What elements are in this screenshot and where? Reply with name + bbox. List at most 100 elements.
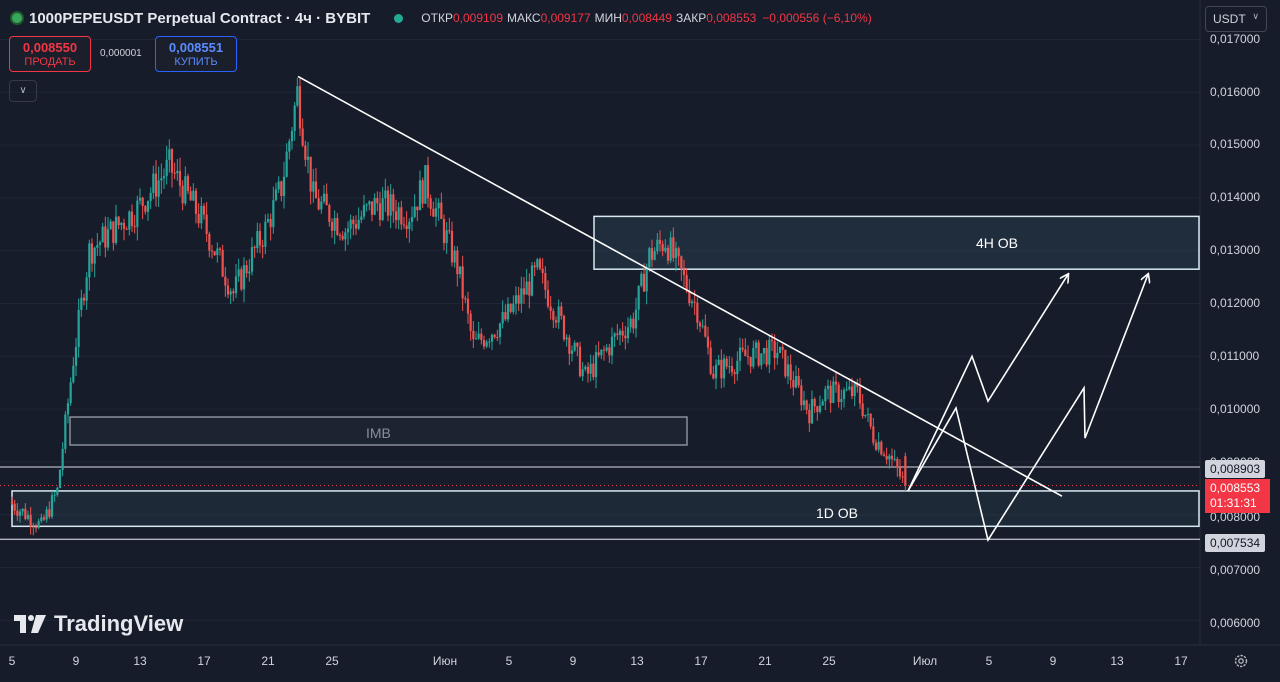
ohlc-open-value: 0,009109: [452, 11, 504, 25]
candle-body: [160, 178, 163, 181]
candle-body: [853, 383, 856, 397]
candle-body: [402, 224, 406, 226]
zone-4h-ob: [593, 215, 1200, 270]
candle-body: [448, 230, 451, 232]
candle-body: [656, 239, 659, 252]
price-tick: 0,010000: [1210, 402, 1261, 416]
candle-body: [778, 346, 782, 353]
candle-body: [648, 248, 651, 268]
candle-body: [568, 337, 571, 354]
bar-countdown: 01:31:31: [1210, 496, 1257, 510]
candle-body: [301, 128, 304, 146]
candle-body: [117, 216, 120, 226]
candle-body: [205, 214, 208, 234]
tradingview-brand: TradingView: [54, 611, 184, 636]
candle-body: [450, 230, 454, 263]
level-low-tag: 0,007534: [1205, 534, 1266, 552]
candle-body: [650, 248, 654, 260]
candle-body: [472, 330, 475, 340]
candle-body: [309, 156, 312, 192]
candle-body: [712, 373, 715, 379]
candle-body: [762, 348, 766, 354]
chart-header: 1000PEPEUSDT Perpetual Contract · 4ч · B…: [0, 0, 872, 36]
candle-body: [357, 219, 360, 229]
trendline: [297, 75, 1063, 497]
candle-body: [749, 356, 752, 367]
candle-body: [837, 384, 840, 402]
candle-body: [77, 309, 80, 348]
symbol-logo-icon: [10, 11, 24, 25]
candle-body: [512, 303, 515, 312]
candle-body: [520, 288, 523, 304]
candle-body: [216, 248, 219, 256]
candle-body: [829, 385, 832, 403]
candle-body: [421, 180, 424, 204]
candle-body: [400, 207, 403, 225]
candle-body: [432, 208, 435, 217]
candle-body: [578, 346, 582, 377]
candle-body: [296, 86, 299, 106]
candle-body: [168, 149, 171, 160]
price-tick: 0,006000: [1210, 616, 1261, 630]
candle-body: [317, 198, 320, 210]
candle-body: [269, 218, 272, 228]
candle-body: [669, 237, 672, 261]
candle-body: [426, 165, 430, 199]
projection-path: [907, 274, 1148, 543]
candle-body: [210, 250, 214, 252]
candle-body: [440, 202, 443, 219]
candle-body: [98, 242, 102, 246]
currency-select[interactable]: USDT ∨: [1205, 6, 1267, 32]
time-tick: 21: [758, 654, 772, 668]
tradingview-logo[interactable]: TradingView: [12, 611, 183, 637]
market-status-icon[interactable]: [394, 13, 404, 23]
price-tick: 0,011000: [1210, 349, 1260, 363]
candle-body: [93, 247, 96, 264]
candle-body: [61, 448, 64, 470]
buy-button[interactable]: 0,008551 КУПИТЬ: [155, 36, 237, 72]
time-tick: 5: [505, 654, 513, 668]
candle-body: [240, 269, 243, 290]
time-tick: 17: [694, 654, 708, 668]
candle-body: [696, 302, 699, 323]
time-tick: 13: [630, 654, 644, 668]
candle-body: [738, 347, 742, 361]
current-price-tag: 0,008553 01:31:31: [1205, 479, 1270, 513]
candle-body: [784, 349, 787, 377]
candle-body: [877, 441, 880, 450]
price-tick: 0,007000: [1210, 563, 1261, 577]
candle-body: [802, 400, 806, 406]
candle-body: [813, 398, 816, 407]
candle-body: [597, 352, 600, 356]
candle-body: [109, 221, 112, 230]
sell-button[interactable]: 0,008550 ПРОДАТЬ: [9, 36, 91, 72]
candle-body: [429, 198, 432, 209]
candle-body: [522, 288, 526, 295]
candle-body: [722, 358, 726, 379]
candle-body: [384, 190, 387, 199]
candle-body: [53, 494, 56, 496]
candle-body: [592, 363, 595, 378]
candle-body: [378, 203, 382, 221]
candle-body: [298, 86, 302, 129]
candle-body: [514, 295, 518, 304]
candle-body: [618, 330, 622, 336]
candle-body: [456, 250, 459, 275]
candle-body: [349, 219, 352, 229]
candle-body: [664, 247, 667, 252]
symbol-title[interactable]: 1000PEPEUSDT Perpetual Contract · 4ч · B…: [29, 9, 371, 27]
candle-body: [141, 197, 144, 207]
settings-gear-icon[interactable]: [1233, 653, 1249, 669]
candle-body: [165, 159, 168, 177]
candle-body: [197, 213, 200, 224]
collapse-legend-button[interactable]: ∨: [9, 80, 37, 102]
candle-body: [640, 273, 643, 286]
candle-body: [354, 224, 358, 229]
candle-body: [842, 390, 846, 400]
candle-body: [242, 265, 246, 290]
candle-body: [754, 342, 758, 348]
candle-body: [666, 247, 670, 261]
candle-body: [48, 509, 51, 517]
candle-body: [82, 297, 86, 301]
